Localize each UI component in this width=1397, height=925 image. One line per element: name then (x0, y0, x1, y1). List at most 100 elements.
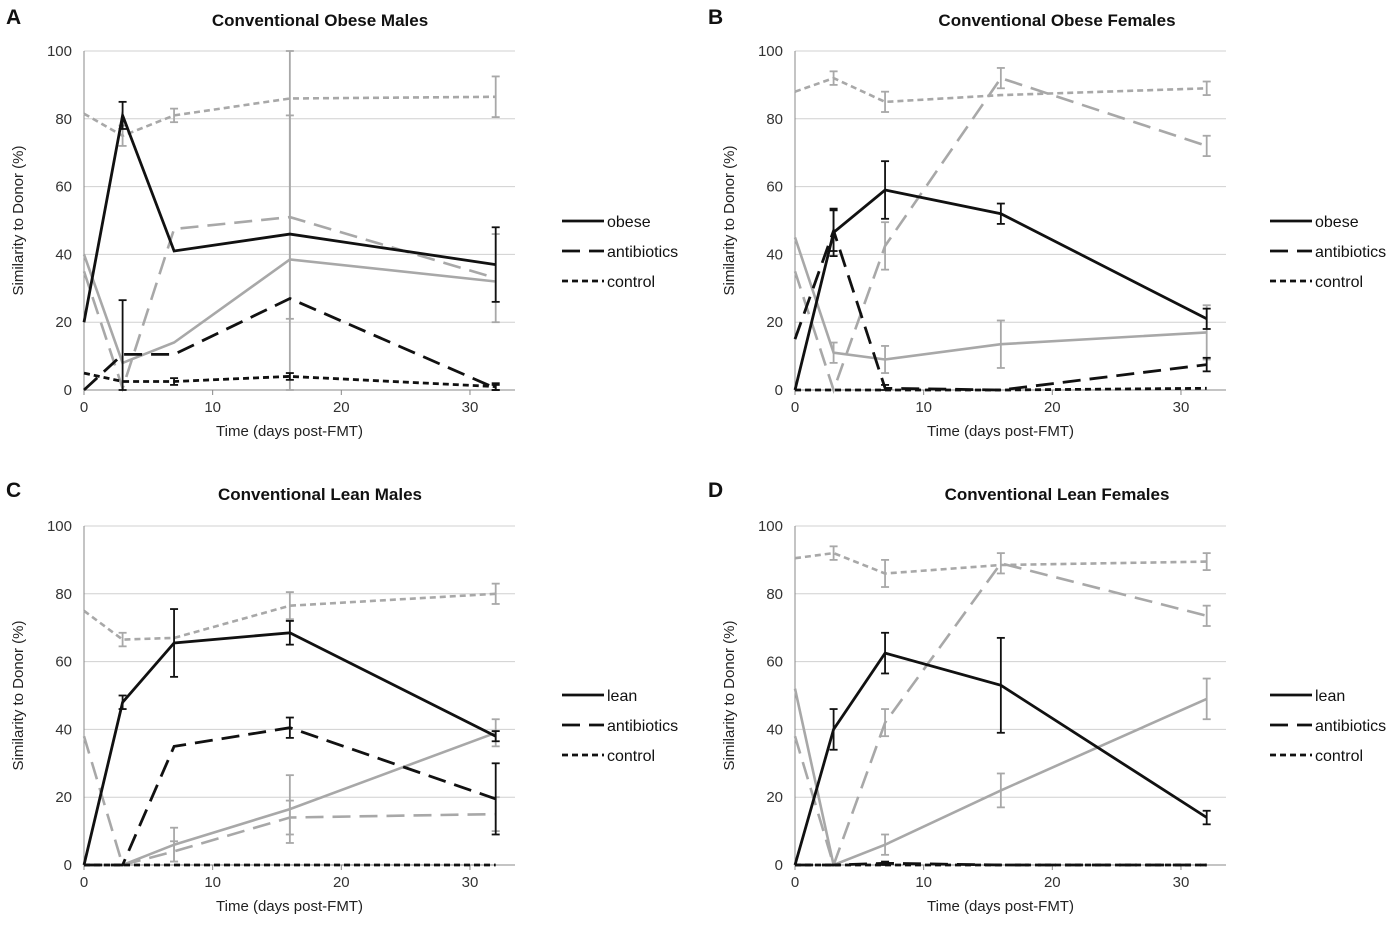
y-tick-label: 40 (766, 246, 783, 263)
legend-label: lean (607, 688, 637, 705)
error-bar (1202, 809, 1211, 826)
x-tick-label: 10 (204, 874, 221, 891)
series-control-gray (794, 545, 1211, 588)
legend-label: control (607, 748, 655, 765)
legend-label: obese (1315, 214, 1359, 231)
error-bar (285, 716, 294, 739)
x-tick-label: 10 (915, 399, 932, 416)
series-obese (82, 100, 500, 323)
y-axis-label: Similarity to Donor (%) (10, 620, 27, 770)
y-tick-label: 80 (55, 111, 72, 128)
error-bar (170, 840, 179, 863)
series-control (83, 371, 500, 391)
x-tick-label: 30 (462, 399, 479, 416)
series-line (794, 76, 1207, 104)
y-axis-label: Similarity to Donor (%) (721, 145, 738, 295)
series-line (83, 296, 497, 392)
series-line (82, 215, 497, 393)
panel-letter: A (6, 6, 21, 29)
series-line (84, 726, 497, 867)
y-tick-label: 0 (775, 382, 783, 399)
panel-letter: B (708, 6, 723, 29)
legend-label: control (1315, 748, 1363, 765)
x-axis-label: Time (days post-FMT) (927, 898, 1074, 915)
error-bar (170, 377, 179, 386)
y-tick-label: 60 (55, 654, 72, 671)
y-tick-label: 40 (55, 246, 72, 263)
error-bar (170, 608, 179, 678)
error-bar (285, 799, 294, 836)
error-bar (996, 67, 1005, 90)
series-line (82, 735, 496, 867)
error-bar (1202, 80, 1211, 96)
y-tick-label: 20 (766, 789, 783, 806)
error-bar (881, 160, 890, 220)
error-bar (1202, 552, 1211, 571)
error-bar (491, 226, 500, 303)
chart-title: Conventional Lean Females (945, 485, 1170, 504)
error-bar (491, 730, 500, 743)
x-tick-label: 0 (791, 399, 799, 416)
error-bar (1202, 604, 1211, 627)
legend-label: antibiotics (1315, 718, 1386, 735)
error-bar (118, 631, 127, 648)
y-tick-label: 100 (758, 518, 783, 535)
error-bar (491, 582, 500, 605)
x-tick-label: 20 (333, 399, 350, 416)
legend-label: control (1315, 274, 1363, 291)
y-tick-label: 20 (55, 314, 72, 331)
error-bar (491, 75, 500, 119)
x-tick-label: 20 (333, 874, 350, 891)
error-bar (285, 372, 294, 381)
series-line (82, 110, 496, 323)
y-tick-label: 80 (766, 586, 783, 603)
y-tick-label: 100 (758, 43, 783, 60)
x-tick-label: 10 (204, 399, 221, 416)
error-bar (1202, 356, 1211, 373)
series-lean (82, 608, 500, 866)
error-bar (1202, 307, 1211, 330)
error-bar (881, 559, 890, 588)
y-tick-label: 40 (766, 721, 783, 738)
panel-a: A Conventional Obese Males 0 20 40 60 80 100 0 10… (6, 6, 678, 440)
panel-letter: D (708, 479, 723, 502)
error-bar (491, 382, 500, 391)
error-bar (1202, 134, 1211, 157)
y-axis-label: Similarity to Donor (%) (10, 145, 27, 295)
error-bar (829, 341, 838, 364)
y-tick-label: 60 (766, 179, 783, 196)
series-lean-gray (793, 677, 1211, 867)
panel-c: C Conventional Lean Males 0 20 40 60 80 100 0 10 2… (6, 479, 678, 915)
x-tick-label: 30 (1173, 874, 1190, 891)
series-antibiotics-gray (793, 67, 1211, 395)
y-tick-label: 80 (55, 586, 72, 603)
y-tick-label: 40 (55, 721, 72, 738)
series-control (795, 386, 1207, 392)
x-tick-label: 0 (791, 874, 799, 891)
series-line (83, 592, 496, 641)
series-line (83, 95, 496, 138)
y-tick-label: 0 (64, 857, 72, 874)
chart-title: Conventional Obese Males (212, 11, 428, 30)
error-bar (170, 107, 179, 124)
series-antibiotics-gray (82, 114, 500, 393)
error-bar (881, 631, 890, 675)
error-bar (829, 209, 838, 252)
y-tick-label: 100 (47, 518, 72, 535)
x-tick-label: 20 (1044, 874, 1061, 891)
y-tick-label: 100 (47, 43, 72, 60)
x-tick-label: 0 (80, 874, 88, 891)
error-bar (829, 708, 838, 751)
error-bar (996, 772, 1005, 809)
y-tick-label: 80 (766, 111, 783, 128)
error-bar (996, 636, 1005, 734)
series-antibiotics (793, 209, 1211, 392)
error-bar (881, 221, 890, 271)
y-tick-label: 60 (766, 654, 783, 671)
legend-label: control (607, 274, 655, 291)
x-axis-label: Time (days post-FMT) (216, 423, 363, 440)
x-tick-label: 30 (1173, 399, 1190, 416)
error-bar (996, 319, 1005, 369)
series-lean (793, 631, 1211, 866)
